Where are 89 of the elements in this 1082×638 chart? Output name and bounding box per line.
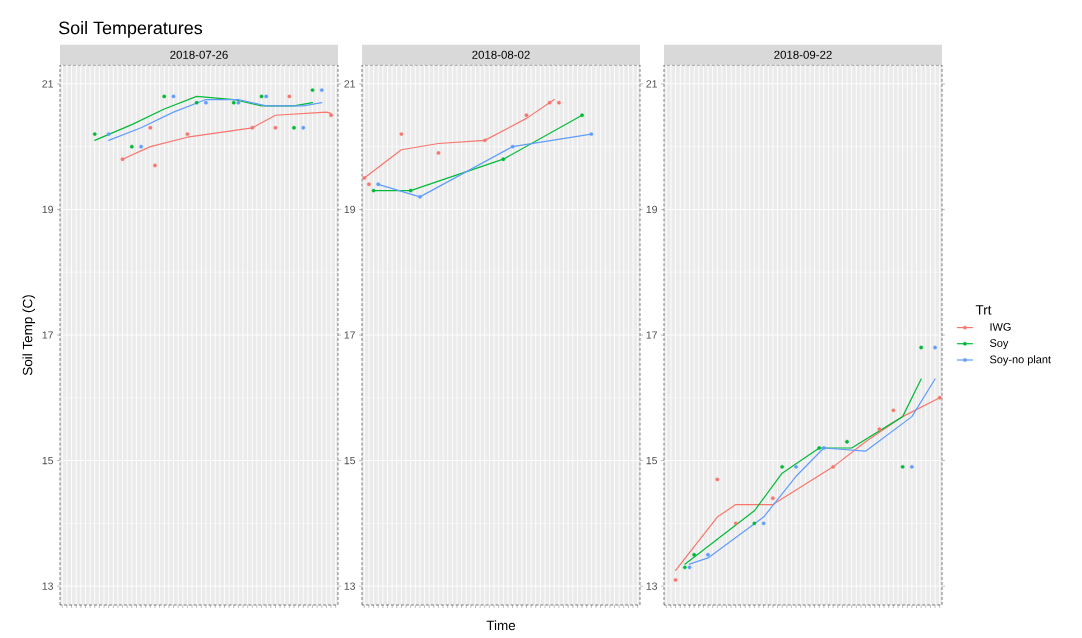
point [292, 125, 296, 130]
y-tick-label: 21 [344, 80, 355, 88]
point [185, 132, 190, 136]
point [106, 132, 111, 136]
point [408, 188, 413, 193]
point [910, 464, 914, 469]
point [129, 144, 134, 149]
y-tick-label: 15 [646, 456, 658, 465]
point [821, 446, 826, 450]
point [194, 100, 199, 105]
point [687, 565, 692, 570]
point [501, 157, 506, 162]
point [761, 521, 766, 526]
point [231, 100, 236, 105]
chart-title: Soil Temperatures [59, 21, 203, 38]
point [733, 521, 738, 526]
point [139, 144, 143, 149]
point [891, 408, 896, 413]
point [580, 113, 584, 118]
y-tick-label: 13 [344, 582, 356, 590]
point [399, 132, 404, 136]
point [153, 163, 157, 168]
y-tick-label: 19 [646, 205, 657, 214]
point [706, 552, 710, 557]
point [319, 88, 324, 93]
point [831, 464, 836, 469]
point [524, 113, 529, 118]
point [418, 194, 422, 199]
y-tick-label: 13 [646, 582, 658, 590]
point [92, 132, 97, 136]
point [362, 176, 367, 180]
point [794, 464, 798, 469]
y-tick-label: 21 [646, 80, 657, 88]
y-tick-label: 17 [344, 331, 355, 339]
point [692, 552, 697, 557]
point [120, 157, 125, 162]
point [682, 565, 687, 570]
point [673, 577, 678, 582]
point [148, 125, 153, 130]
legend-label: Soy [990, 339, 1009, 350]
point [371, 188, 376, 193]
y-tick-label: 17 [42, 331, 53, 339]
point [919, 345, 924, 350]
point [845, 439, 849, 444]
y-tick-label: 21 [42, 80, 53, 88]
point [900, 464, 905, 469]
point [329, 113, 333, 118]
point [273, 125, 278, 130]
legend-label: IWG [990, 323, 1011, 331]
y-tick-label: 17 [646, 331, 657, 339]
y-axis-title: Soil Temp (C) [22, 295, 36, 376]
point [204, 100, 208, 105]
point [817, 446, 822, 450]
line-series [108, 98, 323, 141]
point [482, 138, 487, 143]
legend-title: Trt [975, 305, 992, 315]
x-axis-title: Time [486, 620, 516, 631]
point [287, 94, 292, 99]
point [436, 151, 441, 155]
y-tick-label: 13 [42, 582, 54, 590]
point [510, 144, 515, 149]
point [376, 182, 381, 187]
point [171, 94, 176, 99]
y-tick-label: 15 [344, 456, 356, 465]
chart-subtitle: 2018-07-26 [170, 50, 228, 59]
point [236, 100, 241, 105]
y-tick-label: 15 [42, 456, 54, 465]
point [162, 94, 167, 99]
point [715, 477, 720, 482]
point [877, 427, 882, 432]
point [301, 125, 306, 130]
point [937, 395, 942, 400]
point [547, 100, 552, 105]
point [259, 94, 264, 99]
chart-subtitle: 2018-09-22 [774, 50, 832, 59]
y-tick-label: 19 [344, 205, 355, 214]
legend-label: Soy-no plant [990, 355, 1051, 366]
point [264, 94, 269, 99]
point [752, 521, 757, 526]
chart-subtitle: 2018-08-02 [472, 50, 530, 59]
point [780, 464, 785, 469]
point [933, 345, 937, 350]
y-tick-label: 19 [42, 205, 53, 214]
point [557, 100, 561, 105]
point [310, 88, 315, 93]
point [771, 496, 775, 501]
point [367, 182, 371, 187]
point [589, 132, 594, 136]
point [250, 125, 255, 130]
